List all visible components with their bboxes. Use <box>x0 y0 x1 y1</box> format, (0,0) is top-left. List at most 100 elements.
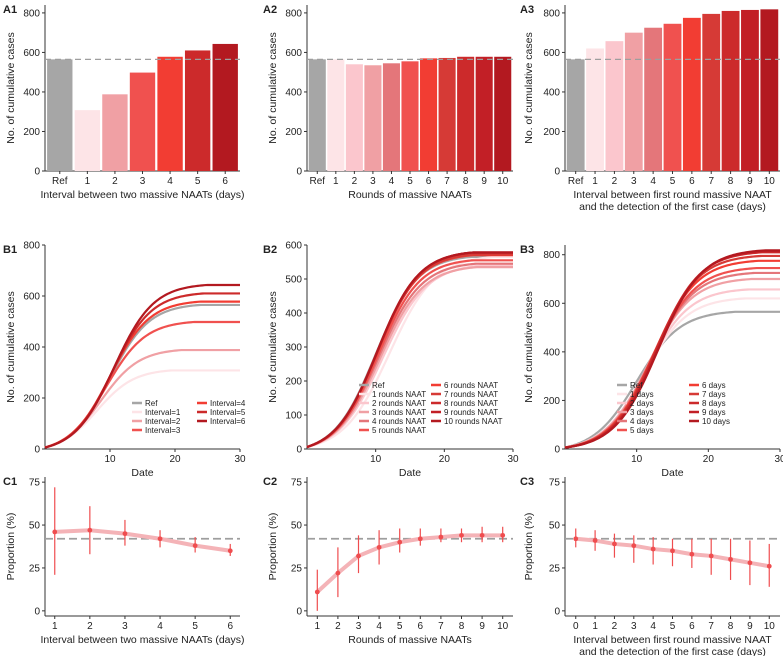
legend-label: Interval=4 <box>210 399 246 408</box>
x-axis-title-line2: and the detection of the first case (day… <box>579 201 766 213</box>
x-tick-label: 4 <box>650 176 656 187</box>
panel-label: A1 <box>3 4 17 16</box>
x-tick-label: 10 <box>497 176 509 187</box>
x-tick-label: 2 <box>612 176 618 187</box>
bar <box>741 9 759 172</box>
legend-label: 1 rounds NAAT <box>372 390 426 399</box>
x-tick-label: 20 <box>703 454 715 465</box>
x-tick-label: 4 <box>167 176 173 187</box>
series-line <box>564 277 780 449</box>
x-tick-label: 9 <box>747 176 753 187</box>
bar <box>401 61 419 172</box>
x-tick-label: 2 <box>335 621 341 632</box>
x-tick-label: 1 <box>52 621 58 632</box>
data-point <box>417 536 423 542</box>
data-point <box>479 532 485 538</box>
legend-label: 10 days <box>702 417 730 426</box>
y-tick-label: 200 <box>23 127 40 138</box>
x-axis-title: Interval between first round massive NAA… <box>573 634 772 646</box>
legend-label: 9 rounds NAAT <box>444 408 498 417</box>
x-tick-label: 5 <box>407 176 413 187</box>
x-tick-label: 2 <box>612 621 618 632</box>
data-point <box>157 536 163 542</box>
x-tick-label: 30 <box>234 454 246 465</box>
data-point <box>87 527 93 533</box>
x-tick-label: 6 <box>689 621 695 632</box>
data-point <box>356 553 361 559</box>
data-point <box>192 543 198 549</box>
x-tick-label: 10 <box>764 176 776 187</box>
x-tick-label: 5 <box>670 176 676 187</box>
y-tick-label: 400 <box>543 87 560 98</box>
data-point <box>670 548 675 554</box>
legend-label: 4 days <box>630 417 654 426</box>
y-tick-label: 75 <box>29 478 41 489</box>
y-tick-label: 600 <box>543 299 560 310</box>
bar <box>586 48 604 171</box>
x-tick-label: Ref <box>568 176 584 187</box>
bar <box>345 64 363 171</box>
y-tick-label: 400 <box>23 343 40 354</box>
x-tick-label: 20 <box>439 454 451 465</box>
panel-label: C3 <box>520 476 534 488</box>
x-tick-label: 1 <box>333 176 339 187</box>
data-point <box>227 548 233 554</box>
bar <box>364 65 382 171</box>
x-tick-label: Ref <box>52 176 68 187</box>
bar <box>184 50 211 172</box>
legend-label: 6 days <box>702 381 726 390</box>
y-tick-label: 600 <box>543 48 560 59</box>
y-tick-label: 400 <box>285 87 302 98</box>
x-tick-label: 10 <box>631 454 643 465</box>
y-tick-label: 400 <box>543 347 560 358</box>
x-tick-label: 7 <box>444 176 450 187</box>
series-line <box>306 251 513 449</box>
panel-a2: A2 0 200 400 600 800 No. of cumulative cases Ro… <box>263 4 513 201</box>
x-tick-label: 8 <box>728 176 734 187</box>
x-tick-label: 6 <box>689 176 695 187</box>
x-tick-label: 1 <box>85 176 91 187</box>
data-point <box>612 541 617 547</box>
series-line <box>44 320 240 449</box>
x-tick-label: 5 <box>192 621 198 632</box>
legend-label: 5 rounds NAAT <box>372 426 426 435</box>
legend-label: 6 rounds NAAT <box>444 381 498 390</box>
x-tick-label: 7 <box>708 176 714 187</box>
legend-label: Interval=5 <box>210 408 246 417</box>
series-line <box>44 283 240 449</box>
x-tick-label: 3 <box>631 621 637 632</box>
x-axis-title: Rounds of massive NAATs <box>348 189 472 201</box>
x-axis-title: Interval between two massive NAATs (days… <box>40 634 244 646</box>
x-axis-title: Rounds of massive NAATs <box>348 634 472 646</box>
panel-label: B2 <box>263 244 277 256</box>
x-tick-label: 1 <box>315 621 321 632</box>
x-tick-label: 1 <box>592 176 598 187</box>
x-tick-label: 10 <box>497 621 509 632</box>
panel-label: B1 <box>3 244 17 256</box>
x-tick-label: 10 <box>104 454 116 465</box>
legend-label: 3 rounds NAAT <box>372 408 426 417</box>
y-tick-label: 500 <box>285 275 302 286</box>
legend-label: Ref <box>372 381 385 390</box>
panel-label: A2 <box>263 4 277 16</box>
legend-label: 1 days <box>630 390 654 399</box>
bar <box>438 57 456 171</box>
data-point <box>708 553 714 559</box>
data-point <box>766 563 772 569</box>
data-point <box>376 544 382 550</box>
x-tick-label: 2 <box>352 176 358 187</box>
bar <box>129 72 156 171</box>
y-axis-title: No. of cumulative cases <box>5 32 17 143</box>
legend-label: Interval=2 <box>145 417 181 426</box>
legend-label: Ref <box>145 399 158 408</box>
x-tick-label: 4 <box>157 621 163 632</box>
bar <box>566 59 585 171</box>
legend-label: 5 days <box>630 426 654 435</box>
x-axis-title: Date <box>661 467 683 479</box>
x-tick-label: 0 <box>573 621 579 632</box>
legend-label: Ref <box>630 381 643 390</box>
y-tick-label: 25 <box>291 563 303 574</box>
y-tick-label: 800 <box>543 8 560 19</box>
